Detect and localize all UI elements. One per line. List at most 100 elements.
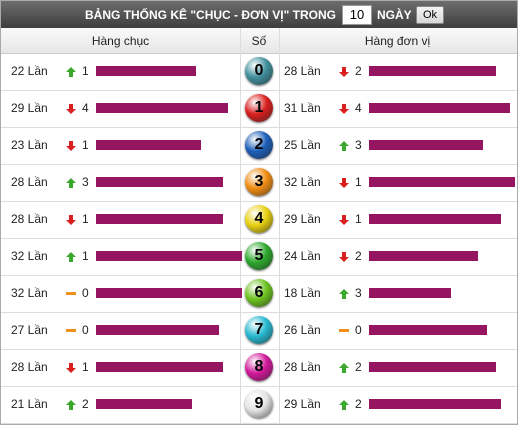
count-bar [369, 288, 451, 298]
change-value: 2 [355, 64, 362, 78]
change-value: 1 [82, 138, 89, 152]
count-bar [96, 214, 224, 224]
trend-icon [66, 329, 76, 332]
count-label: 21 Lần [11, 397, 48, 411]
trend-icon [66, 67, 76, 77]
number-ball: 2 [245, 131, 273, 159]
column-title: Hàng chục [91, 34, 150, 48]
number-ball: 7 [245, 316, 273, 344]
trend-icon [339, 252, 349, 262]
days-input[interactable]: 10 [342, 5, 372, 25]
count-bar [369, 362, 497, 372]
table-row: 28 Lần 1 29 Lần 1 4 [1, 201, 517, 239]
table-row: 23 Lần 1 25 Lần 3 2 [1, 127, 517, 165]
count-label: 28 Lần [11, 212, 48, 226]
count-label: 29 Lần [284, 212, 321, 226]
change-value: 2 [355, 360, 362, 374]
change-value: 0 [82, 323, 89, 337]
trend-icon [339, 141, 349, 151]
count-label: 32 Lần [284, 175, 321, 189]
change-value: 0 [82, 286, 89, 300]
trend-icon [66, 363, 76, 373]
count-label: 18 Lần [284, 286, 321, 300]
trend-icon [339, 289, 349, 299]
count-bar [369, 177, 515, 187]
table-row: 21 Lần 2 29 Lần 2 9 [1, 386, 517, 424]
number-ball: 4 [245, 205, 273, 233]
number-ball: 3 [245, 168, 273, 196]
trend-icon [339, 215, 349, 225]
ok-button[interactable]: Ok [416, 6, 444, 24]
count-label: 26 Lần [284, 323, 321, 337]
change-value: 2 [355, 397, 362, 411]
change-value: 3 [355, 286, 362, 300]
change-value: 1 [82, 64, 89, 78]
count-bar [369, 399, 501, 409]
count-bar [369, 325, 488, 335]
count-bar [96, 140, 201, 150]
column-title: Số [251, 34, 267, 48]
trend-icon [339, 329, 349, 332]
table-row: 22 Lần 1 28 Lần 2 0 [1, 53, 517, 91]
table-row: 28 Lần 1 28 Lần 2 8 [1, 349, 517, 387]
trend-icon [66, 292, 76, 295]
change-value: 1 [355, 212, 362, 226]
trend-icon [339, 104, 349, 114]
column-title: Hàng đơn vị [364, 34, 431, 48]
number-ball: 0 [245, 57, 273, 85]
count-label: 25 Lần [284, 138, 321, 152]
count-label: 28 Lần [11, 175, 48, 189]
change-value: 4 [82, 101, 89, 115]
header-bar: BẢNG THỐNG KÊ "CHỤC - ĐƠN VỊ" TRONG 10 N… [1, 1, 517, 28]
trend-icon [66, 400, 76, 410]
count-bar [96, 66, 197, 76]
table-row: 28 Lần 3 32 Lần 1 3 [1, 164, 517, 202]
center-column [240, 28, 280, 424]
trend-icon [339, 363, 349, 373]
count-label: 29 Lần [11, 101, 48, 115]
count-bar [369, 251, 479, 261]
table-row: 32 Lần 1 24 Lần 2 5 [1, 238, 517, 276]
change-value: 1 [355, 175, 362, 189]
table-row: 32 Lần 0 18 Lần 3 6 [1, 275, 517, 313]
count-label: 31 Lần [284, 101, 321, 115]
count-bar [369, 214, 501, 224]
number-ball: 6 [245, 279, 273, 307]
trend-icon [339, 400, 349, 410]
title: BẢNG THỐNG KÊ "CHỤC - ĐƠN VỊ" TRONG [85, 8, 336, 22]
table-row: 27 Lần 0 26 Lần 0 7 [1, 312, 517, 350]
change-value: 1 [82, 212, 89, 226]
change-value: 0 [355, 323, 362, 337]
count-label: 32 Lần [11, 249, 48, 263]
number-ball: 5 [245, 242, 273, 270]
number-ball: 8 [245, 353, 273, 381]
trend-icon [66, 178, 76, 188]
count-label: 28 Lần [11, 360, 48, 374]
count-label: 28 Lần [284, 360, 321, 374]
change-value: 4 [355, 101, 362, 115]
change-value: 1 [82, 249, 89, 263]
column-header: Hàng chục Số Hàng đơn vị [1, 28, 517, 54]
trend-icon [66, 215, 76, 225]
table-row: 29 Lần 4 31 Lần 4 1 [1, 90, 517, 128]
count-bar [96, 325, 219, 335]
trend-icon [66, 104, 76, 114]
trend-icon [339, 178, 349, 188]
change-value: 3 [355, 138, 362, 152]
count-label: 29 Lần [284, 397, 321, 411]
count-bar [96, 103, 228, 113]
count-label: 32 Lần [11, 286, 48, 300]
count-bar [96, 288, 242, 298]
change-value: 2 [82, 397, 89, 411]
change-value: 1 [82, 360, 89, 374]
trend-icon [66, 141, 76, 151]
count-label: 22 Lần [11, 64, 48, 78]
number-ball: 9 [245, 390, 273, 418]
count-bar [369, 66, 497, 76]
number-ball: 1 [245, 94, 273, 122]
count-label: 27 Lần [11, 323, 48, 337]
count-bar [369, 103, 511, 113]
count-label: 24 Lần [284, 249, 321, 263]
count-bar [96, 177, 224, 187]
